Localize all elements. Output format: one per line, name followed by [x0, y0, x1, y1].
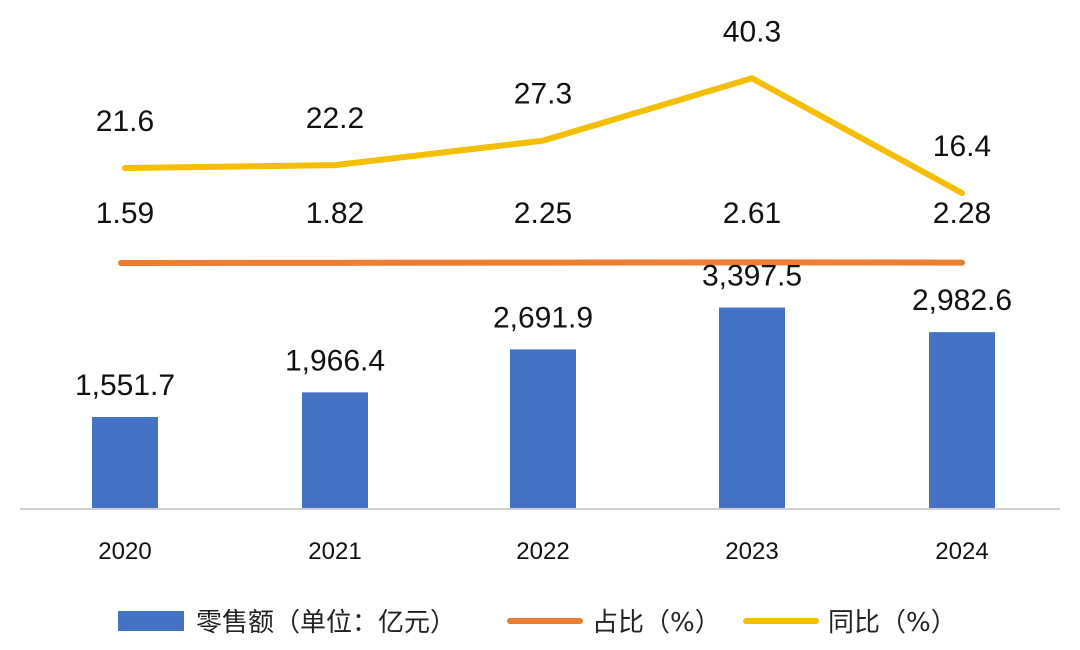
share-value-label-2024: 2.28 — [933, 197, 991, 230]
x-tick-2024: 2024 — [935, 538, 988, 565]
x-tick-2022: 2022 — [516, 538, 569, 565]
x-tick-2021: 2021 — [308, 538, 361, 565]
bar-series — [92, 307, 995, 509]
yoy-value-label-2024: 16.4 — [933, 130, 991, 163]
yoy-line — [122, 75, 965, 196]
yoy-value-label-2020: 21.6 — [96, 105, 154, 138]
share-value-label-2022: 2.25 — [514, 197, 572, 230]
x-axis-ticks: 2020 2021 2022 2023 2024 — [98, 538, 988, 565]
bar-2020 — [92, 416, 158, 509]
legend-label-share: 占比（%） — [592, 608, 721, 638]
x-tick-2023: 2023 — [725, 538, 778, 565]
bar-2022 — [510, 349, 576, 509]
yoy-value-label-2021: 22.2 — [306, 102, 364, 135]
bar-value-label-2023: 3,397.5 — [702, 260, 802, 293]
bar-value-label-2020: 1,551.7 — [75, 369, 175, 402]
bar-value-label-2022: 2,691.9 — [493, 301, 593, 334]
share-line — [118, 259, 965, 266]
line-series — [118, 75, 965, 266]
legend: 零售额（单位：亿元） 占比（%） 同比（%） — [118, 608, 957, 638]
x-tick-2020: 2020 — [98, 538, 151, 565]
share-value-label-2020: 1.59 — [96, 197, 154, 230]
bar-value-label-2024: 2,982.6 — [912, 284, 1012, 317]
legend-label-retail: 零售额（单位：亿元） — [196, 608, 456, 638]
share-value-label-2023: 2.61 — [723, 197, 781, 230]
legend-label-yoy: 同比（%） — [828, 608, 957, 638]
bar-value-label-2021: 1,966.4 — [285, 344, 385, 377]
yoy-value-label-2023: 40.3 — [723, 15, 781, 48]
share-value-label-2021: 1.82 — [306, 197, 364, 230]
bar-2021 — [302, 392, 368, 509]
bar-2023 — [719, 307, 785, 509]
legend-swatch-retail — [118, 611, 184, 631]
data-labels: 1,551.7 1,966.4 2,691.9 3,397.5 2,982.6 1.59 1… — [75, 15, 1012, 402]
bar-2024 — [929, 332, 995, 509]
yoy-value-label-2022: 27.3 — [514, 78, 572, 111]
